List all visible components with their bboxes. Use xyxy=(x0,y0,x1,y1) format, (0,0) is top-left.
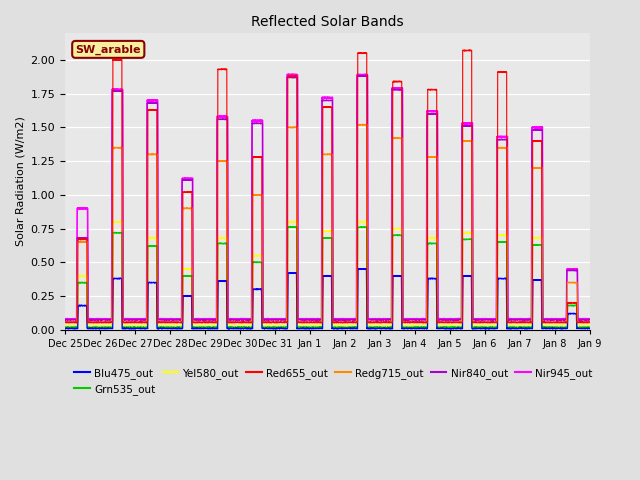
Nir945_out xyxy=(156,316,163,322)
Yel580_out xyxy=(156,323,163,329)
Yel580_out xyxy=(308,323,316,329)
Nir840_out xyxy=(156,317,163,323)
Grn535_out xyxy=(308,325,316,331)
Red655_out xyxy=(445,319,452,325)
Redg715_out xyxy=(300,320,307,325)
Nir840_out xyxy=(361,73,369,79)
Redg715_out xyxy=(358,121,366,127)
Red655_out xyxy=(475,320,483,325)
Nir840_out xyxy=(586,317,593,323)
Blu475_out xyxy=(475,325,483,331)
Line: Redg715_out: Redg715_out xyxy=(65,124,589,323)
Grn535_out xyxy=(61,324,69,330)
Redg715_out xyxy=(61,320,69,325)
Red655_out xyxy=(212,320,220,325)
Redg715_out xyxy=(586,319,593,325)
Nir840_out xyxy=(308,317,316,323)
Nir945_out xyxy=(416,316,424,322)
Blu475_out xyxy=(61,325,69,331)
Nir840_out xyxy=(61,317,69,323)
Grn535_out xyxy=(416,324,424,330)
Blu475_out xyxy=(132,326,140,332)
Line: Blu475_out: Blu475_out xyxy=(65,269,589,329)
Line: Nir945_out: Nir945_out xyxy=(65,74,589,319)
Nir945_out xyxy=(475,316,483,322)
Blu475_out xyxy=(416,326,424,332)
Nir945_out xyxy=(586,316,593,322)
Blu475_out xyxy=(308,325,316,331)
Nir840_out xyxy=(586,317,593,323)
Grn535_out xyxy=(260,325,268,331)
Grn535_out xyxy=(289,224,297,230)
Yel580_out xyxy=(61,323,69,329)
Nir840_out xyxy=(445,316,452,322)
Nir945_out xyxy=(136,316,144,322)
Legend: Blu475_out, Grn535_out, Yel580_out, Red655_out, Redg715_out, Nir840_out, Nir945_: Blu475_out, Grn535_out, Yel580_out, Red6… xyxy=(70,363,596,399)
Nir945_out xyxy=(61,316,69,322)
Blu475_out xyxy=(586,325,593,331)
Yel580_out xyxy=(287,218,294,224)
Red655_out xyxy=(308,319,316,325)
Yel580_out xyxy=(445,323,452,329)
Yel580_out xyxy=(475,324,483,329)
Grn535_out xyxy=(156,325,163,331)
Nir945_out xyxy=(308,316,316,322)
Grn535_out xyxy=(586,324,593,330)
Blu475_out xyxy=(156,325,163,331)
Line: Grn535_out: Grn535_out xyxy=(65,227,589,328)
Redg715_out xyxy=(475,319,483,325)
Blu475_out xyxy=(445,326,452,332)
Redg715_out xyxy=(308,320,316,325)
Red655_out xyxy=(586,320,593,325)
Grn535_out xyxy=(475,324,483,330)
Nir945_out xyxy=(445,316,452,322)
Line: Nir840_out: Nir840_out xyxy=(65,76,589,320)
Yel580_out xyxy=(586,323,593,329)
Line: Red655_out: Red655_out xyxy=(65,50,589,323)
Blu475_out xyxy=(586,325,593,331)
Nir945_out xyxy=(287,72,295,77)
Nir840_out xyxy=(475,317,483,323)
Yel580_out xyxy=(259,324,267,329)
Red655_out xyxy=(465,47,473,53)
Redg715_out xyxy=(156,320,163,325)
Nir840_out xyxy=(308,317,316,323)
Yel580_out xyxy=(586,323,593,329)
Yel580_out xyxy=(416,323,424,329)
Blu475_out xyxy=(362,266,370,272)
Red655_out xyxy=(61,320,69,325)
Redg715_out xyxy=(445,320,452,325)
Grn535_out xyxy=(586,324,593,330)
Title: Reflected Solar Bands: Reflected Solar Bands xyxy=(251,15,404,29)
Text: SW_arable: SW_arable xyxy=(76,44,141,55)
Y-axis label: Solar Radiation (W/m2): Solar Radiation (W/m2) xyxy=(15,117,25,246)
Nir945_out xyxy=(586,316,593,322)
Red655_out xyxy=(416,319,424,325)
Line: Yel580_out: Yel580_out xyxy=(65,221,589,326)
Nir840_out xyxy=(416,316,424,322)
Grn535_out xyxy=(445,324,452,330)
Red655_out xyxy=(586,319,593,325)
Red655_out xyxy=(156,319,163,325)
Redg715_out xyxy=(416,320,424,325)
Redg715_out xyxy=(586,320,593,325)
